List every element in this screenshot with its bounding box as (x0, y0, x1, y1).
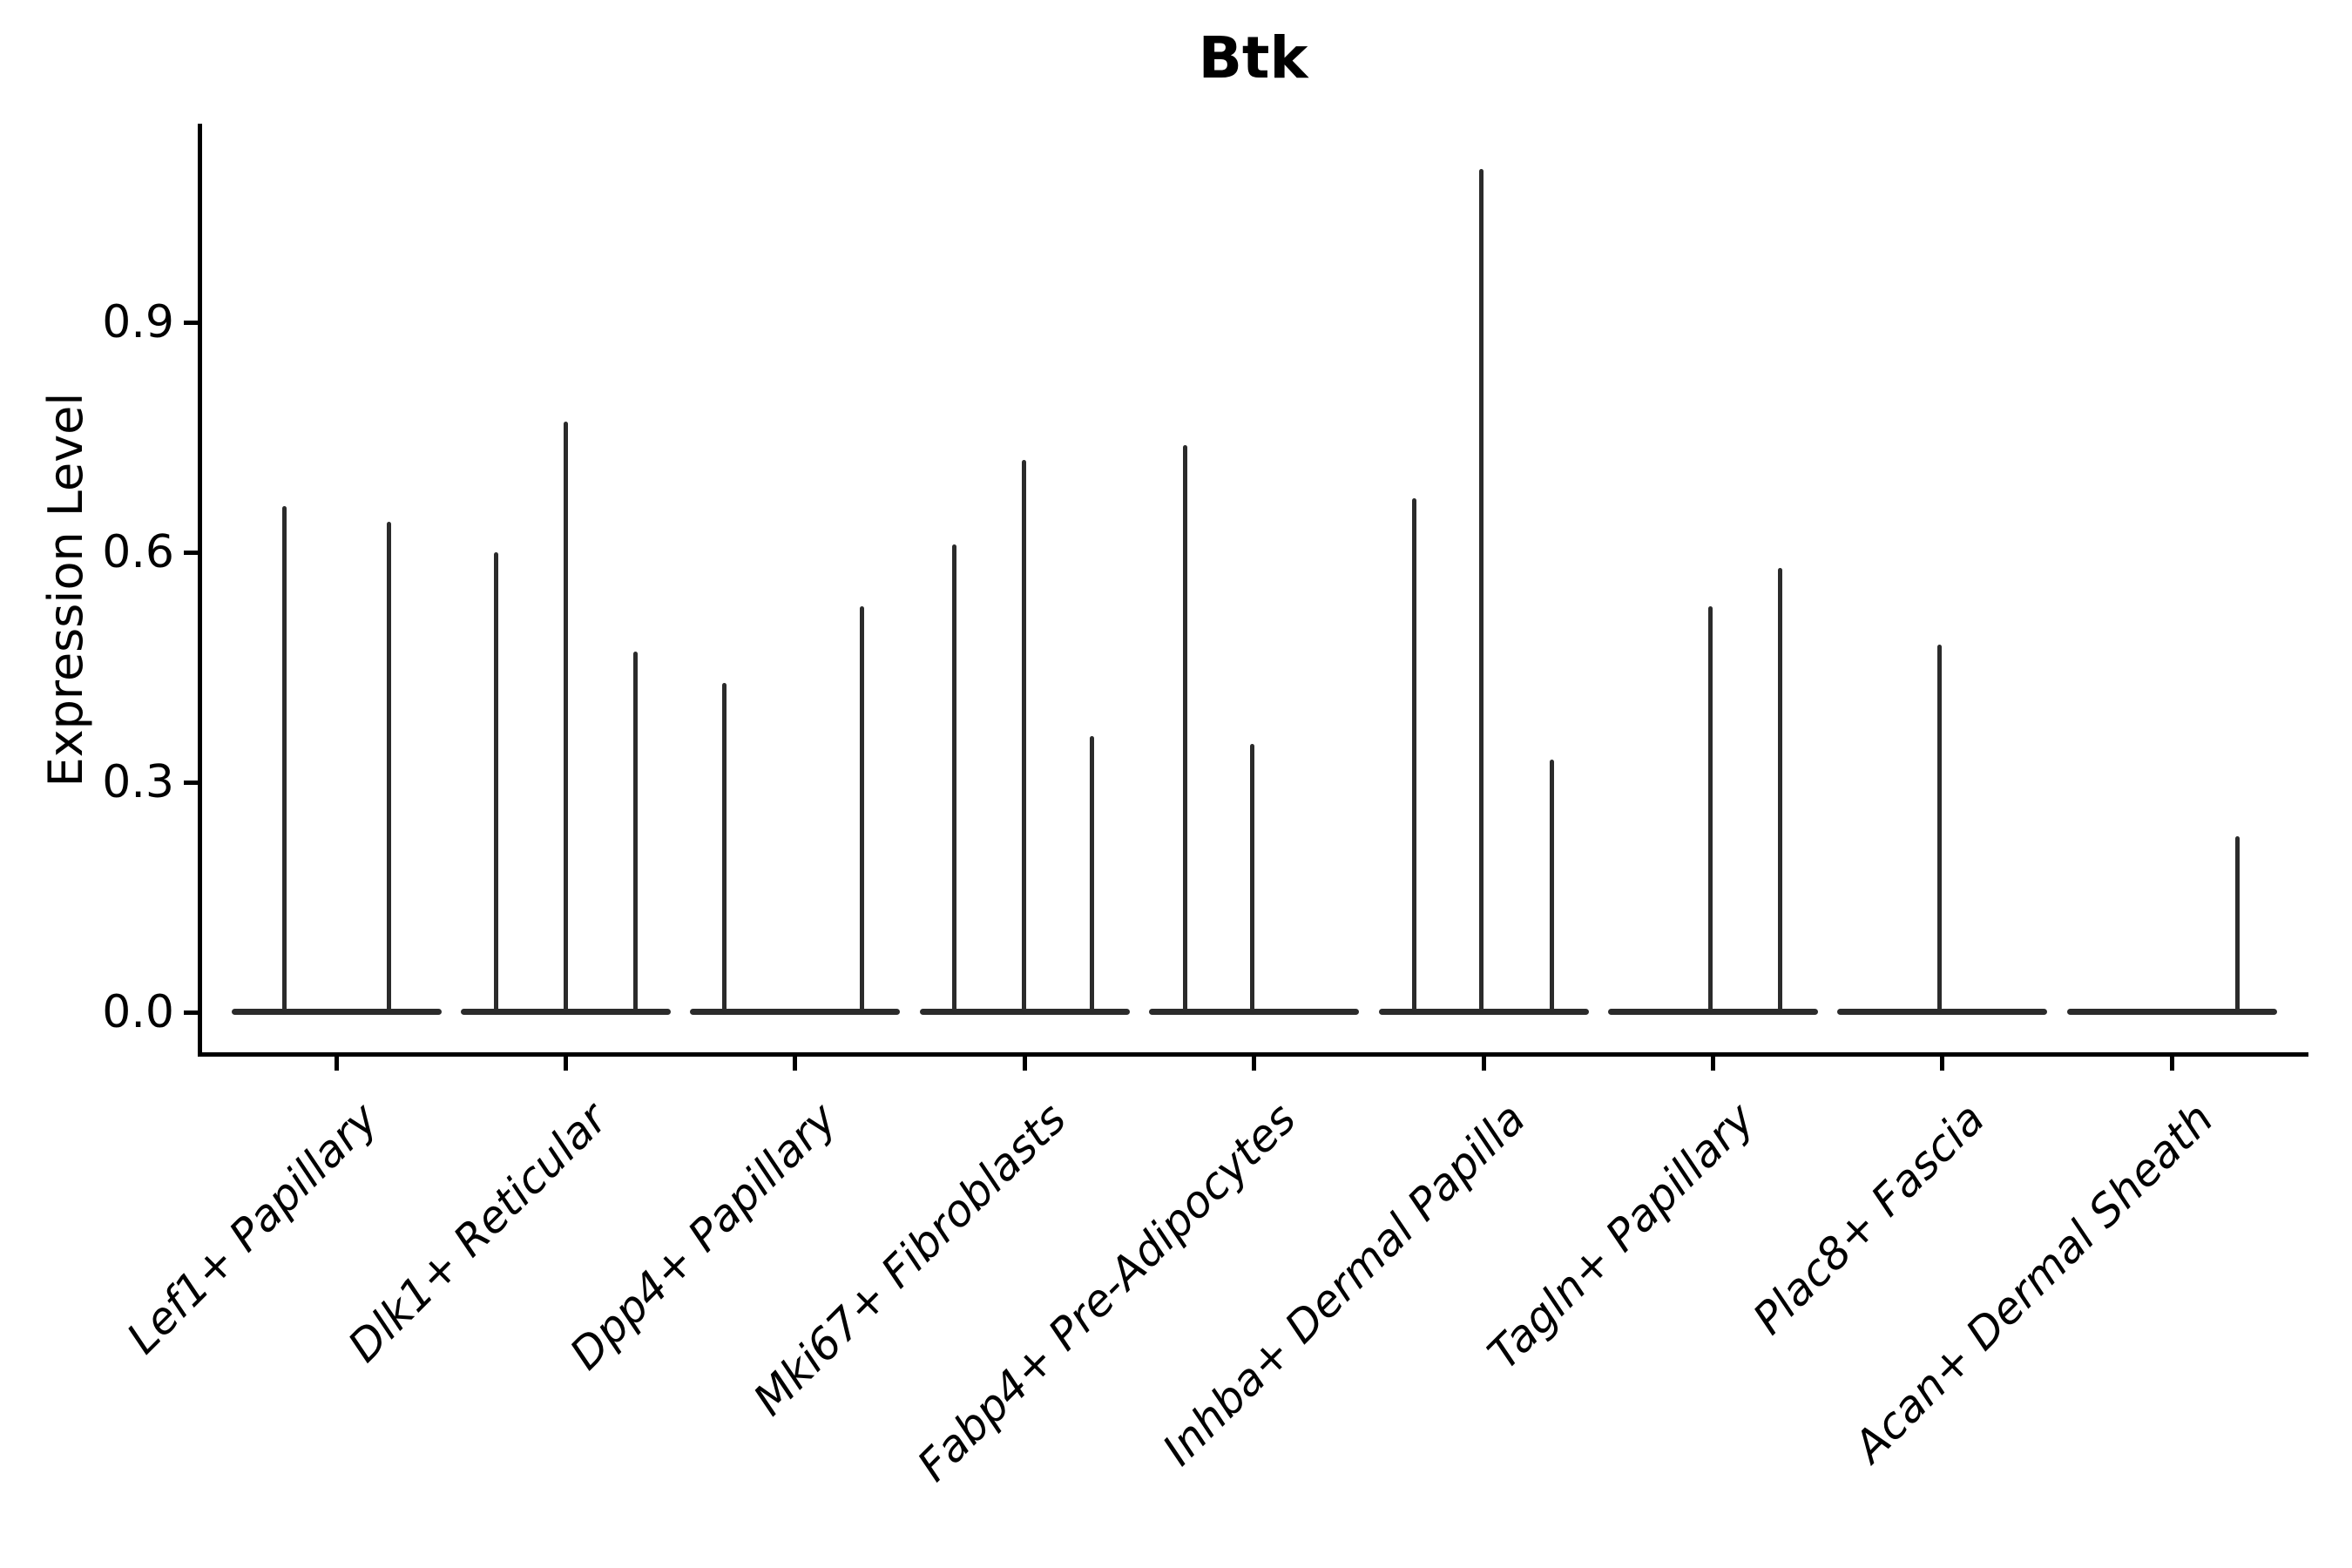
violin-spike (860, 605, 865, 1015)
violin-spike (1183, 444, 1188, 1015)
violin-spike (281, 506, 287, 1015)
violin-spike (1549, 759, 1554, 1015)
x-tick-mark (793, 1057, 798, 1071)
violin-spike (386, 521, 391, 1015)
violin-baseline (2066, 1009, 2277, 1015)
y-tick-label: 0.3 (102, 756, 174, 808)
violin-baseline (690, 1009, 901, 1015)
y-tick-mark (184, 1010, 198, 1015)
violin-baseline (1837, 1009, 2048, 1015)
x-tick-mark (1481, 1057, 1486, 1071)
violin-spike (632, 652, 638, 1015)
violin-spike (722, 682, 727, 1015)
y-axis-label: Expression Level (38, 392, 93, 787)
violin-spike (1777, 567, 1782, 1015)
x-tick-mark (1940, 1057, 1945, 1071)
y-tick-mark (184, 551, 198, 555)
violin-spike (1478, 169, 1484, 1015)
y-tick-mark (184, 321, 198, 325)
x-tick-mark (1022, 1057, 1027, 1071)
violin-spike (1411, 498, 1416, 1015)
violin-baseline (1378, 1009, 1589, 1015)
y-tick-label: 0.6 (102, 526, 174, 578)
x-tick-mark (334, 1057, 339, 1071)
x-tick-label: Inhba+ Dermal Papilla (1152, 1093, 1536, 1476)
y-tick-mark (184, 781, 198, 785)
x-tick-mark (1252, 1057, 1257, 1071)
violin-spike (493, 552, 498, 1015)
violin-spike (1089, 736, 1094, 1015)
violin-spike (2234, 835, 2240, 1015)
x-tick-label: Plac8+ Fascia (1742, 1093, 1994, 1344)
violin-baseline (231, 1009, 442, 1015)
violin-spike (563, 422, 568, 1015)
violin-spike (951, 544, 956, 1015)
x-tick-mark (2169, 1057, 2174, 1071)
x-tick-mark (1710, 1057, 1715, 1071)
violin-spike (1707, 605, 1713, 1015)
x-axis-spine (198, 1052, 2308, 1057)
x-tick-mark (563, 1057, 568, 1071)
y-tick-label: 0.9 (102, 296, 174, 348)
x-tick-label: Fabp4+ Pre-Adipocytes (908, 1093, 1306, 1491)
y-axis-spine (198, 124, 202, 1057)
violin-spike (1937, 644, 1943, 1015)
violin-spike (1250, 744, 1255, 1015)
violin-baseline (1607, 1009, 1818, 1015)
y-tick-label: 0.0 (102, 986, 174, 1038)
x-tick-label: Lef1+ Papillary (117, 1093, 389, 1364)
violin-spike (1021, 460, 1026, 1015)
chart-title: Btk (1198, 24, 1308, 91)
